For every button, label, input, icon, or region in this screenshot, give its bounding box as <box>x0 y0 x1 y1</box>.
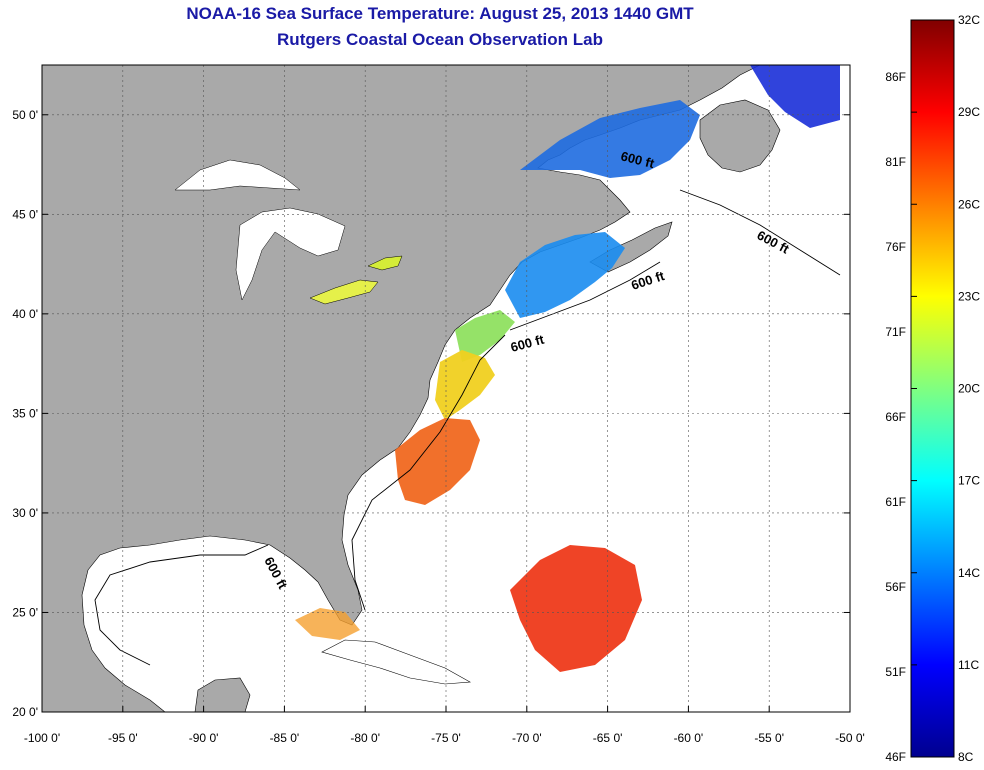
y-tick-label: 45 0' <box>12 207 38 221</box>
sst-gulf-stream <box>395 418 480 505</box>
x-tick-label: -90 0' <box>189 731 219 745</box>
colorbar-label-c: 23C <box>958 289 980 303</box>
depth-contours <box>94 189 841 666</box>
x-tick-label: -50 0' <box>835 731 865 745</box>
contour-line-ne <box>679 189 841 276</box>
y-tick-label: 25 0' <box>12 605 38 619</box>
colorbar-label-c: 11C <box>958 658 979 672</box>
x-tick-label: -100 0' <box>24 731 60 745</box>
map-subtitle: Rutgers Coastal Ocean Observation Lab <box>277 30 603 49</box>
colorbar-label-c: 26C <box>958 197 980 211</box>
map-frame <box>41 64 851 713</box>
y-tick-label: 40 0' <box>12 307 38 321</box>
x-tick-label: -95 0' <box>108 731 138 745</box>
colorbar-label-f: 46F <box>885 750 906 764</box>
colorbar-label-f: 51F <box>885 665 906 679</box>
x-tick-label: -70 0' <box>512 731 542 745</box>
sst-mid-atlantic-shelf <box>455 310 515 362</box>
colorbar-label-f: 81F <box>885 155 906 169</box>
y-axis-ticks: 20 0' 25 0' 30 0' 35 0' 40 0' 45 0' 50 0' <box>12 108 850 719</box>
colorbar-label-c: 29C <box>958 105 980 119</box>
lake-michigan-huron <box>235 207 346 301</box>
lake-ontario <box>367 255 403 271</box>
colorbar-label-c: 8C <box>958 750 974 764</box>
sst-gulf-st-lawrence <box>520 100 700 178</box>
x-tick-label: -85 0' <box>270 731 300 745</box>
x-axis-ticks: -100 0' -95 0' -90 0' -85 0' -80 0' -75 0' -70… <box>24 706 865 745</box>
x-tick-label: -80 0' <box>350 731 380 745</box>
x-tick-label: -60 0' <box>674 731 704 745</box>
x-tick-label: -55 0' <box>754 731 784 745</box>
colorbar <box>910 19 955 758</box>
colorbar-label-c: 17C <box>958 474 980 488</box>
x-tick-label: -75 0' <box>431 731 461 745</box>
contour-line-gulf <box>94 544 269 666</box>
yucatan-land <box>194 677 251 712</box>
colorbar-label-c: 20C <box>958 382 980 396</box>
y-tick-label: 35 0' <box>12 406 38 420</box>
colorbar-label-c: 32C <box>958 13 980 27</box>
colorbar-label-f: 61F <box>885 495 906 509</box>
colorbar-label-f: 66F <box>885 410 906 424</box>
colorbar-labels: 32C 29C 26C 23C 20C 17C 14C 11C 8C 86F 81F 76F 71F 66… <box>885 13 980 764</box>
sst-gulf-of-maine <box>505 232 625 318</box>
sst-virginia-shelf <box>435 350 495 420</box>
y-tick-label: 50 0' <box>12 108 38 122</box>
colorbar-label-f: 76F <box>885 240 906 254</box>
contour-line-east <box>351 334 506 611</box>
x-tick-label: -65 0' <box>593 731 623 745</box>
y-tick-label: 30 0' <box>12 506 38 520</box>
lake-superior <box>174 159 301 191</box>
colorbar-label-f: 86F <box>885 70 906 84</box>
newfoundland-land <box>699 99 781 173</box>
colorbar-label-c: 14C <box>958 566 980 580</box>
map-title: NOAA-16 Sea Surface Temperature: August … <box>186 4 694 23</box>
lake-erie <box>309 279 379 305</box>
sst-gulf-patch <box>295 608 360 640</box>
contour-line-shelf <box>509 261 661 331</box>
sst-sargasso-patch <box>510 545 642 672</box>
colorbar-label-f: 71F <box>885 325 906 339</box>
colorbar-label-f: 56F <box>885 580 906 594</box>
sst-labrador-sea <box>750 65 840 128</box>
y-tick-label: 20 0' <box>12 705 38 719</box>
